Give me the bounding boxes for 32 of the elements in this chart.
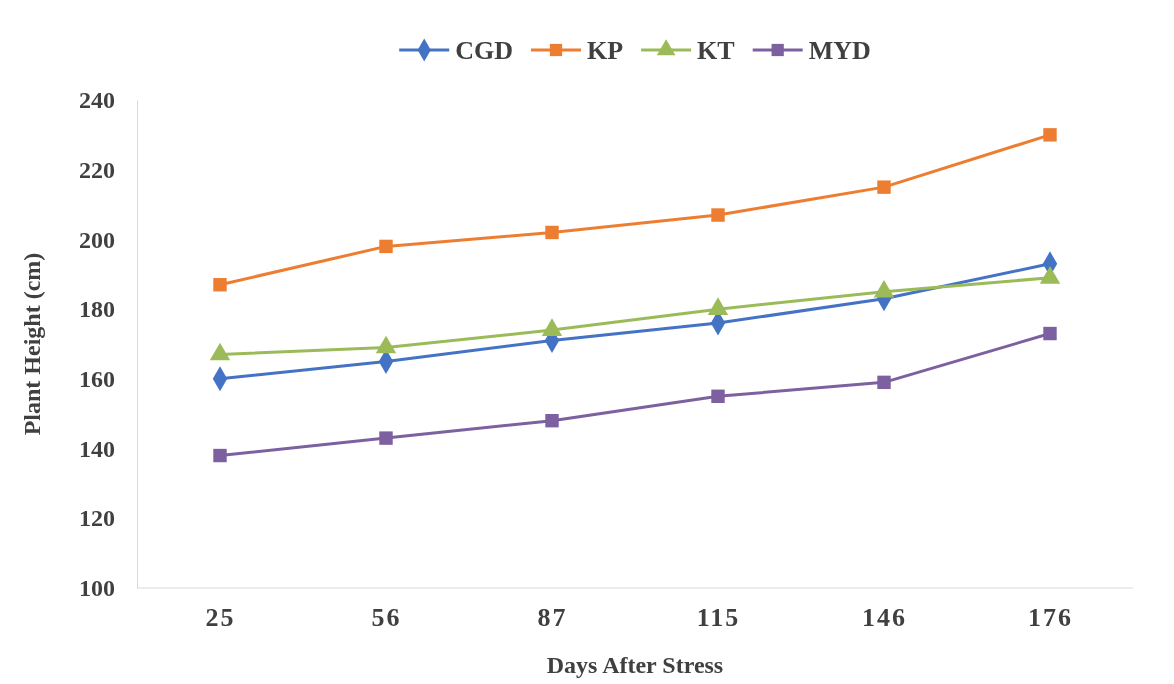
y-tick-label: 160	[79, 366, 115, 393]
point	[379, 239, 393, 254]
y-tick-label: 220	[79, 156, 115, 183]
y-tick-label: 180	[79, 296, 115, 323]
legend-label: KP	[587, 36, 624, 65]
x-tick-label: 56	[371, 603, 402, 633]
y-tick-label: 120	[79, 505, 115, 532]
x-tick-label: 146	[862, 603, 907, 633]
y-tick-label: 140	[79, 435, 115, 462]
x-tick-label: 115	[696, 603, 741, 633]
y-tick-label: 240	[79, 87, 115, 114]
point	[379, 431, 393, 445]
point	[711, 208, 725, 222]
point	[545, 413, 559, 428]
x-tick-label: 176	[1028, 603, 1073, 633]
point	[213, 448, 227, 463]
point	[213, 278, 227, 292]
legend-label: CGD	[455, 36, 513, 65]
y-tick-label: 200	[79, 226, 115, 253]
y-tick-label: 100	[79, 575, 115, 602]
x-tick-label: 87	[537, 603, 568, 633]
point	[545, 225, 559, 240]
y-axis-title: Plant Height (cm)	[19, 252, 45, 436]
x-axis-title: Days After Stress	[546, 652, 724, 678]
point	[877, 180, 891, 194]
point	[711, 389, 725, 403]
point	[1043, 326, 1057, 341]
point	[877, 375, 891, 390]
legend-label: MYD	[808, 36, 871, 65]
legend-label: KT	[697, 36, 735, 65]
point	[1043, 128, 1057, 142]
x-tick-label: 25	[205, 603, 236, 633]
